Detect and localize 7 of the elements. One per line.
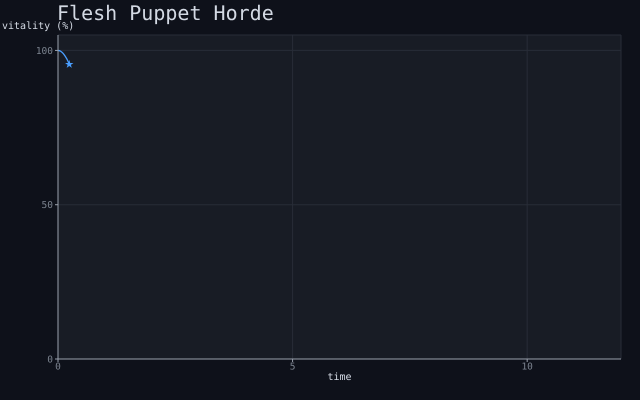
y-tick-label: 100 bbox=[36, 46, 54, 57]
x-tick-label: 10 bbox=[521, 362, 534, 373]
x-tick-label: 0 bbox=[55, 362, 62, 373]
y-tick-label: 50 bbox=[42, 200, 54, 212]
x-tick-label: 5 bbox=[290, 362, 296, 373]
x-axis-title: time bbox=[326, 372, 353, 384]
y-tick-label: 0 bbox=[47, 354, 54, 366]
